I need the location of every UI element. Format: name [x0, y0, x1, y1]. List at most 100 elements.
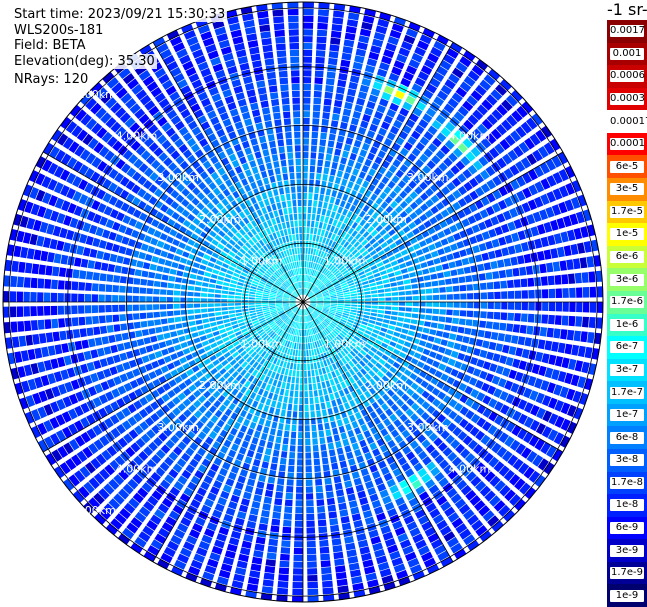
ppi-cell	[142, 262, 151, 270]
ppi-cell	[333, 283, 341, 288]
ppi-cell	[328, 288, 335, 292]
ppi-cell	[355, 192, 363, 201]
ppi-cell	[235, 288, 243, 293]
ppi-cell	[362, 264, 370, 270]
ppi-cell	[358, 126, 367, 135]
ppi-cell	[348, 562, 360, 571]
ppi-cell	[104, 404, 114, 415]
ppi-cell	[308, 377, 312, 384]
ppi-cell	[364, 291, 371, 295]
ppi-cell	[404, 312, 412, 318]
ppi-cell	[377, 313, 384, 318]
ppi-cell	[349, 246, 356, 253]
ppi-cell	[105, 391, 115, 402]
ppi-cell	[261, 510, 270, 518]
ppi-cell	[303, 165, 308, 172]
ppi-cell	[271, 203, 277, 211]
ppi-cell	[503, 168, 514, 180]
ppi-cell	[303, 131, 310, 138]
ppi-cell	[249, 310, 256, 314]
ppi-cell	[394, 90, 405, 100]
ppi-cell	[251, 266, 258, 272]
ppi-cell	[344, 299, 351, 302]
ppi-cell	[333, 10, 345, 18]
ppi-cell	[178, 242, 187, 250]
ppi-cell	[256, 209, 263, 217]
ppi-cell	[495, 84, 507, 96]
ppi-cell	[310, 276, 314, 283]
ppi-cell	[543, 142, 555, 155]
ppi-cell	[286, 310, 292, 315]
ppi-cell	[371, 309, 378, 313]
ppi-cell	[292, 292, 298, 297]
ppi-cell	[362, 180, 370, 189]
ppi-cell	[244, 280, 252, 285]
ppi-cell	[231, 580, 244, 589]
ppi-cell	[37, 422, 48, 436]
ppi-cell	[352, 348, 359, 355]
ppi-cell	[364, 452, 373, 461]
ppi-cell	[378, 306, 385, 310]
ppi-cell	[334, 337, 340, 344]
ppi-cell	[385, 42, 397, 52]
ppi-cell	[375, 133, 384, 143]
ppi-cell	[256, 481, 265, 489]
ppi-cell	[243, 353, 250, 360]
ppi-cell	[146, 312, 154, 319]
ppi-cell	[539, 162, 551, 175]
ppi-cell	[352, 274, 359, 279]
ppi-cell	[367, 275, 374, 280]
ppi-cell	[76, 245, 85, 256]
ppi-cell	[334, 285, 341, 290]
ppi-cell	[283, 273, 288, 280]
ppi-cell	[372, 448, 381, 457]
ppi-cell	[305, 289, 309, 296]
ppi-cell	[50, 358, 59, 370]
ppi-cell	[313, 248, 317, 256]
ppi-cell	[371, 162, 380, 171]
ppi-cell	[244, 169, 252, 177]
ppi-cell	[293, 292, 298, 297]
ppi-cell	[399, 333, 407, 340]
ppi-cell	[423, 131, 434, 141]
ppi-cell	[204, 372, 213, 380]
ppi-cell	[384, 224, 392, 232]
ppi-cell	[446, 286, 453, 293]
ppi-cell	[554, 415, 565, 428]
ppi-cell	[294, 268, 297, 276]
ppi-cell	[184, 419, 194, 429]
ppi-cell	[276, 294, 283, 297]
ppi-cell	[178, 143, 188, 154]
ppi-cell	[158, 257, 166, 265]
ppi-cell	[466, 284, 474, 291]
ppi-cell	[264, 489, 273, 498]
ppi-cell	[257, 249, 264, 256]
ppi-cell	[515, 443, 526, 455]
ppi-cell	[419, 213, 428, 222]
ppi-cell	[344, 297, 351, 300]
ppi-cell	[581, 361, 590, 374]
ppi-cell	[43, 420, 54, 432]
ppi-cell	[367, 579, 379, 588]
ppi-cell	[230, 200, 238, 208]
ppi-cell	[168, 423, 178, 433]
ppi-cell	[195, 319, 203, 325]
ppi-cell	[422, 456, 432, 466]
ppi-cell	[304, 268, 306, 275]
ppi-cell	[337, 352, 344, 359]
ppi-cell	[463, 75, 476, 87]
ppi-cell	[133, 278, 141, 285]
ppi-cell	[319, 274, 324, 281]
ppi-cell	[359, 247, 366, 254]
ppi-cell	[318, 354, 322, 361]
ppi-cell	[317, 512, 326, 520]
ppi-cell	[386, 329, 394, 335]
ppi-cell	[207, 221, 216, 229]
ppi-cell	[164, 474, 175, 484]
ppi-cell	[360, 376, 368, 384]
ppi-cell	[230, 209, 238, 217]
ppi-cell	[364, 158, 372, 167]
ppi-cell	[176, 48, 188, 59]
ppi-cell	[327, 273, 333, 279]
ppi-cell	[69, 104, 82, 118]
